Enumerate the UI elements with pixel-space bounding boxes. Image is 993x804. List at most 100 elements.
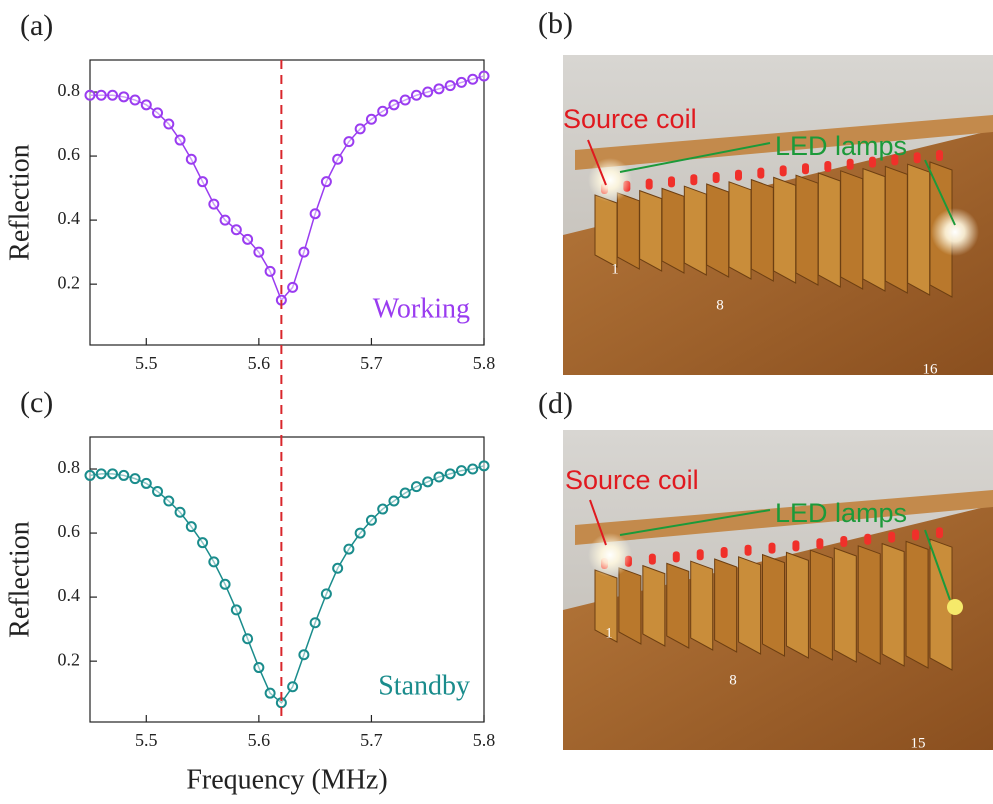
panel-label: (a) bbox=[20, 9, 53, 42]
x-tick-label: 5.8 bbox=[473, 353, 496, 373]
board bbox=[738, 556, 762, 655]
arrow bbox=[587, 139, 607, 186]
y-tick-label: 0.8 bbox=[58, 457, 81, 477]
lamp-glow bbox=[588, 158, 632, 202]
board bbox=[666, 562, 690, 649]
led bbox=[936, 150, 943, 161]
led bbox=[840, 536, 848, 547]
board-number: 8 bbox=[729, 672, 737, 688]
data-point bbox=[433, 471, 445, 483]
led bbox=[888, 531, 896, 543]
board bbox=[881, 542, 905, 667]
data-point bbox=[230, 604, 242, 616]
source-label: Source coil bbox=[565, 465, 699, 495]
led bbox=[690, 174, 698, 186]
data-point bbox=[433, 83, 445, 95]
data-point bbox=[287, 281, 299, 293]
data-point bbox=[410, 481, 422, 493]
data-point bbox=[242, 633, 254, 645]
data-point bbox=[152, 485, 164, 497]
board-number: 1 bbox=[605, 625, 613, 641]
arrow bbox=[924, 159, 956, 226]
source-label: Source coil bbox=[563, 104, 697, 134]
led bbox=[864, 533, 872, 545]
board bbox=[817, 172, 841, 288]
lamp-glow bbox=[947, 599, 963, 615]
led bbox=[869, 156, 876, 168]
board bbox=[857, 545, 881, 665]
led bbox=[768, 542, 776, 554]
board bbox=[809, 549, 833, 661]
board bbox=[785, 551, 809, 659]
data-point bbox=[264, 265, 276, 277]
data-point bbox=[197, 537, 209, 549]
board-number: 16 bbox=[923, 361, 939, 377]
board bbox=[840, 170, 864, 290]
data-point bbox=[444, 80, 456, 92]
led bbox=[735, 169, 742, 181]
data-point bbox=[107, 468, 119, 480]
data-point bbox=[174, 134, 186, 146]
board bbox=[907, 163, 931, 296]
data-point bbox=[219, 214, 231, 226]
data-point bbox=[219, 578, 231, 590]
data-point bbox=[399, 94, 411, 106]
board-number: 1 bbox=[611, 261, 619, 277]
arrow bbox=[924, 529, 951, 601]
data-point bbox=[478, 70, 490, 82]
board bbox=[683, 185, 707, 276]
led bbox=[913, 152, 921, 164]
x-tick-label: 5.7 bbox=[360, 353, 383, 373]
data-point bbox=[444, 468, 456, 480]
led bbox=[672, 551, 680, 563]
data-line bbox=[89, 465, 485, 704]
data-point bbox=[388, 495, 400, 507]
y-tick-label: 0.4 bbox=[58, 208, 81, 228]
data-point bbox=[320, 176, 332, 188]
data-point bbox=[95, 89, 107, 101]
data-point bbox=[197, 176, 209, 188]
lamp-glow bbox=[931, 208, 979, 256]
board bbox=[862, 167, 886, 292]
led bbox=[645, 178, 653, 190]
data-point bbox=[264, 687, 276, 699]
annotation: Working bbox=[373, 293, 470, 324]
board bbox=[661, 187, 685, 274]
board bbox=[639, 189, 663, 272]
x-tick-label: 5.5 bbox=[135, 353, 158, 373]
data-point bbox=[467, 463, 479, 475]
data-point bbox=[422, 86, 434, 98]
data-point bbox=[208, 556, 220, 568]
data-point bbox=[287, 681, 299, 693]
x-tick-label: 5.6 bbox=[248, 353, 271, 373]
data-point bbox=[422, 476, 434, 488]
led bbox=[712, 172, 720, 183]
y-axis-label: Reflection bbox=[4, 144, 35, 261]
board bbox=[616, 192, 640, 270]
data-line bbox=[90, 75, 485, 302]
plot-frame bbox=[89, 436, 485, 723]
data-point bbox=[332, 153, 344, 165]
photo-b: (b) Source coil LED lamps 1 8 16 bbox=[538, 7, 993, 377]
x-tick-label: 5.7 bbox=[360, 730, 383, 750]
y-tick-label: 0.4 bbox=[58, 585, 81, 605]
board bbox=[773, 176, 797, 284]
led bbox=[846, 158, 854, 170]
panel-label: (b) bbox=[538, 7, 573, 40]
board bbox=[905, 540, 929, 669]
led bbox=[744, 544, 752, 556]
board-number: 15 bbox=[911, 735, 926, 751]
data-point bbox=[354, 527, 366, 539]
data-point bbox=[388, 99, 400, 111]
data-point bbox=[84, 469, 96, 481]
board bbox=[884, 165, 908, 294]
arrow bbox=[589, 499, 607, 546]
board bbox=[618, 567, 642, 645]
led bbox=[648, 553, 656, 565]
data-point bbox=[242, 233, 254, 245]
data-point bbox=[478, 460, 490, 472]
plot-frame bbox=[89, 59, 485, 346]
lamp-glow bbox=[588, 533, 632, 577]
data-point bbox=[399, 487, 411, 499]
